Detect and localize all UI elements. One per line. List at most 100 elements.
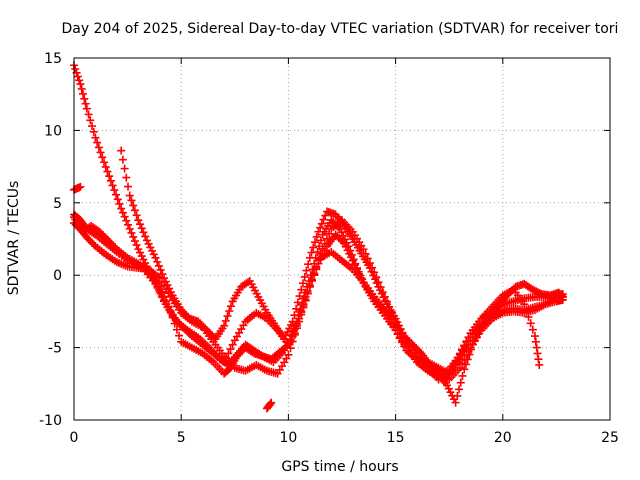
data-point [98,153,107,162]
data-point [124,182,133,191]
data-point [447,365,456,374]
y-tick-label: 5 [53,196,62,212]
data-point [316,223,325,232]
data-point [526,319,535,328]
data-point [129,201,138,210]
data-point [136,248,145,257]
data-point [325,229,334,238]
data-point [444,384,453,393]
x-tick-label: 20 [494,430,512,446]
data-point [161,277,170,286]
data-point [127,196,136,205]
data-point [297,285,306,294]
data-point [298,279,307,288]
data-point [367,267,376,276]
data-point [154,285,163,294]
data-point [456,378,465,387]
data-point [226,302,235,311]
data-point [266,399,275,408]
data-point [318,244,327,253]
data-point [320,239,329,248]
data-point [220,321,229,330]
data-point [228,340,237,349]
data-point [312,262,321,271]
x-tick-label: 25 [601,430,619,446]
data-point [284,350,293,359]
data-point [81,99,90,108]
data-point [343,246,352,255]
data-point [146,243,155,252]
data-point [163,281,172,290]
data-point [226,345,235,354]
data-point [310,269,319,278]
data-point [460,341,469,350]
data-point [455,385,464,394]
data-point [160,274,169,283]
data-point [472,333,481,342]
data-point [144,239,153,248]
data-point [365,263,374,272]
data-point [462,337,471,346]
data-point [156,265,165,274]
data-point [443,381,452,390]
data-point [122,173,131,182]
data-point [89,127,98,136]
data-point [130,206,139,215]
data-point [222,353,231,362]
data-point [141,232,150,241]
data-point [221,316,230,325]
data-point [105,172,114,181]
data-point [528,325,537,334]
data-point [531,337,540,346]
data-point [132,211,141,220]
chart-title: Day 204 of 2025, Sidereal Day-to-day VTE… [62,21,619,37]
data-point [76,182,85,191]
data-point [374,282,383,291]
data-point [475,326,484,335]
data-point [530,332,539,341]
series-track-5 [117,146,567,407]
data-point [103,167,112,176]
y-tick-label: 10 [44,123,62,139]
data-point [137,252,146,261]
data-point [80,94,89,103]
data-point [299,301,308,310]
data-point [458,345,467,354]
data-point [376,286,385,295]
data-point [446,388,455,397]
data-point [156,289,165,298]
x-tick-label: 15 [387,430,405,446]
data-point [139,228,148,237]
data-point [467,345,476,354]
data-point [340,239,349,248]
y-tick-label: 15 [44,51,62,67]
data-point [300,272,309,281]
data-point [142,236,151,245]
data-point [371,275,380,284]
data-series [70,61,567,413]
data-point [75,76,84,85]
data-point [307,276,316,285]
data-point [284,340,293,349]
data-point [310,238,319,247]
data-point [158,293,167,302]
data-point [314,256,323,265]
data-point [345,249,354,258]
data-point [415,347,424,356]
data-point [533,349,542,358]
data-point [139,255,148,264]
data-point [154,261,163,270]
data-point [453,353,462,362]
data-point [136,220,145,229]
data-point [153,282,162,291]
data-point [393,318,402,327]
data-point [303,289,312,298]
data-point [293,298,302,307]
data-point [347,253,356,262]
data-point [309,243,318,252]
data-point [305,253,314,262]
data-point [369,271,378,280]
data-point [134,216,143,225]
data-point [458,371,467,380]
data-point [130,237,139,246]
